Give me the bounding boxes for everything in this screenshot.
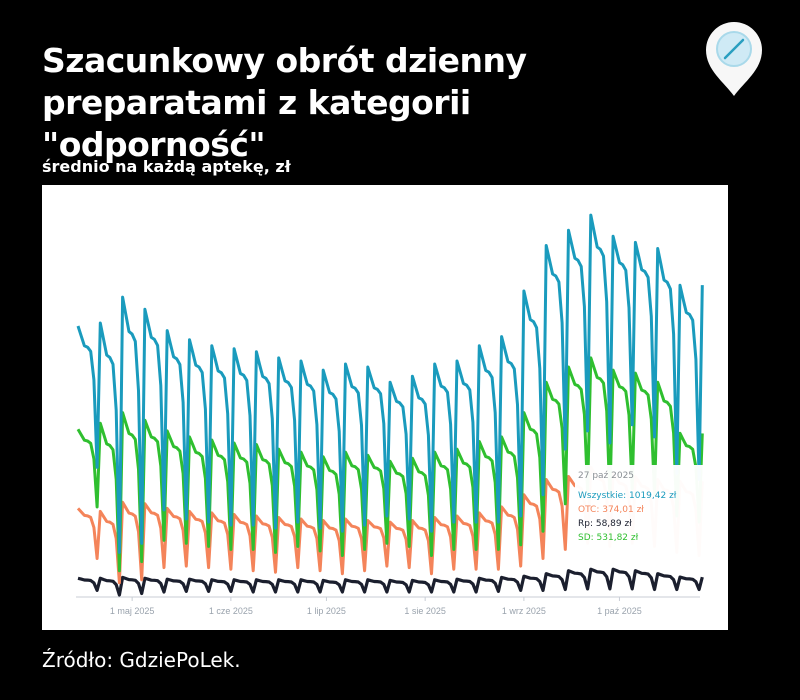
tooltip-date: 27 paź 2025 [578,471,635,481]
tooltip-row-sd: SD: 531,82 zł [578,533,639,543]
svg-text:1 sie 2025: 1 sie 2025 [404,606,446,616]
series-line-rp[interactable] [77,567,704,597]
svg-text:1 wrz 2025: 1 wrz 2025 [502,606,546,616]
svg-text:1 lip 2025: 1 lip 2025 [307,606,346,616]
svg-text:1 cze 2025: 1 cze 2025 [209,606,253,616]
line-chart[interactable]: 1 maj 2025 1 cze 2025 1 lip 2025 1 sie 2025… [42,185,728,630]
chart-subtitle: średnio na każdą aptekę, zł [42,157,291,176]
tooltip-row-rp: Rp: 58,89 zł [578,519,632,529]
chart-plot-area: 1 maj 2025 1 cze 2025 1 lip 2025 1 sie 2025… [76,213,704,616]
series-line-sd[interactable] [76,356,704,573]
pill-location-pin-icon [702,20,766,100]
tooltip-row-wszystkie: Wszystkie: 1019,42 zł [578,491,677,501]
chart-title: Szacunkowy obrót dzienny preparatami z k… [42,41,527,164]
svg-text:1 maj 2025: 1 maj 2025 [110,606,155,616]
source-note: Źródło: GdziePoLek. [42,648,241,672]
tooltip-row-otc: OTC: 374,01 zł [578,505,644,515]
chart-tooltip: 27 paź 2025 Wszystkie: 1019,42 zł OTC: 3… [575,465,715,557]
svg-text:1 paź 2025: 1 paź 2025 [597,606,642,616]
series-line-wszystkie[interactable] [76,213,704,554]
